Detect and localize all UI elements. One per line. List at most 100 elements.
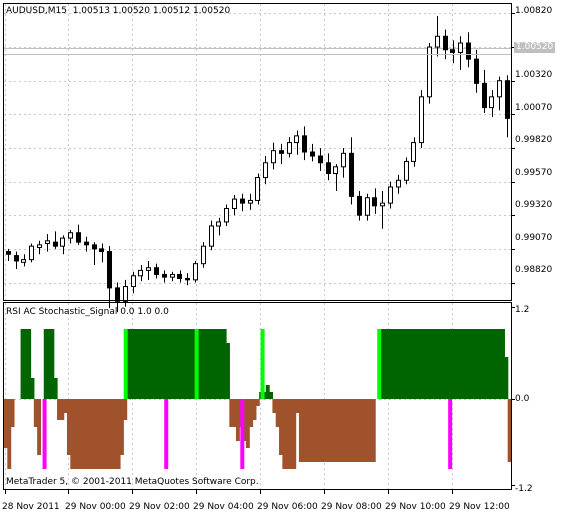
bull-candle [170, 273, 175, 278]
time-label-1: 28 Nov 2011 [2, 502, 60, 512]
indicator-bar-negative [76, 399, 81, 469]
indicator-bar-positive [143, 329, 148, 399]
indicator-bar-negative [116, 399, 121, 469]
indicator-bar-positive [491, 329, 496, 399]
indicator-bar-negative [37, 399, 42, 455]
symbol-name: AUDUSD,M15 [6, 6, 67, 16]
price-label-7: 0.99320 [515, 200, 553, 210]
indicator-bar-negative [318, 399, 323, 462]
bull-candle [131, 275, 136, 288]
bear-candle [466, 42, 471, 60]
indicator-bar-positive [444, 329, 449, 399]
indicator-bar-positive [202, 329, 207, 399]
indicator-bar-negative [322, 399, 327, 462]
indicator-bar-positive [133, 329, 138, 399]
indicator-bar-positive [448, 329, 452, 399]
indicator-bar-negative [288, 399, 293, 469]
indicator-bar-positive [398, 329, 403, 399]
indicator-bar-positive [434, 329, 439, 399]
bear-candle [84, 241, 89, 246]
indicator-bar-negative [113, 399, 118, 469]
indicator-bar-negative [335, 399, 340, 462]
indicator-histogram [4, 329, 512, 469]
indicator-bar-positive [454, 329, 459, 399]
indicator-bar-negative [305, 399, 310, 462]
indicator-bar-positive [27, 329, 32, 399]
indicator-bar-negative [106, 399, 111, 469]
bull-candle [201, 245, 206, 265]
bull-candle [411, 142, 416, 162]
price-label-4: 1.00070 [515, 103, 553, 113]
indicator-bar-negative [345, 399, 350, 462]
bull-candle [29, 245, 34, 261]
indicator-bar-negative [351, 399, 356, 462]
indicator-bar-negative [33, 399, 38, 427]
indicator-bar-negative [328, 399, 333, 462]
indicator-bar-positive [146, 329, 151, 399]
indicator-bar-negative [245, 399, 250, 448]
indicator-bar-negative [255, 399, 260, 406]
indicator-header: RSI AC Stochastic_Signal 0.0 1.0 0.0 [6, 307, 169, 317]
indicator-bar-negative [315, 399, 320, 462]
bull-candle [60, 237, 65, 247]
indicator-bar-negative [232, 399, 237, 427]
indicator-bar-positive [441, 329, 446, 399]
indicator-bar-negative [285, 399, 290, 469]
indicator-bar-positive [424, 329, 429, 399]
indicator-bar-negative [123, 399, 128, 420]
main-price-grid [4, 4, 511, 300]
indicator-bar-negative [279, 399, 283, 455]
indicator-bar-positive [156, 329, 161, 399]
bull-candle [123, 286, 128, 302]
bull-candle [248, 199, 253, 204]
price-label-1: 1.00820 [515, 6, 553, 16]
bull-candle [497, 80, 502, 98]
indicator-bar-negative [90, 399, 95, 469]
bull-candle [193, 263, 198, 281]
indicator-bar-positive [385, 329, 389, 399]
indicator-bar-negative [325, 399, 330, 462]
bull-candle [427, 46, 432, 98]
indicator-bar-positive [23, 329, 28, 399]
bear-candle [505, 80, 510, 119]
indicator-bar-negative [66, 399, 71, 455]
indicator-bar-positive [176, 329, 181, 399]
indicator-bar-positive [401, 329, 406, 399]
bear-candle [318, 155, 323, 164]
indicator-bar-positive [269, 392, 274, 399]
indicator-bar-negative [4, 399, 8, 448]
buy-signal-line [260, 329, 265, 399]
time-axis-ticks [5, 489, 453, 494]
bear-candle [107, 251, 112, 289]
price-label-8: 0.99070 [515, 233, 553, 243]
indicator-bar-negative [63, 399, 68, 413]
bear-candle [53, 241, 58, 247]
bull-candle [287, 142, 292, 154]
time-label-2: 29 Nov 00:00 [65, 502, 126, 512]
indicator-bar-negative [361, 399, 366, 462]
indicator-bar-positive [139, 329, 144, 399]
indicator-bar-positive [209, 329, 214, 399]
indicator-bar-positive [206, 329, 211, 399]
bear-candle [185, 277, 190, 281]
indicator-bar-negative [235, 399, 240, 441]
indicator-bar-positive [173, 329, 177, 399]
indicator-bar-positive [212, 329, 217, 399]
indicator-bar-positive [418, 329, 423, 399]
indicator-bar-negative [119, 399, 124, 455]
indicator-bar-positive [471, 329, 476, 399]
indicator-bar-negative [338, 399, 343, 462]
indicator-bar-negative [507, 399, 512, 462]
bull-candle [21, 259, 26, 263]
indicator-bar-negative [73, 399, 78, 469]
indicator-bar-negative [60, 399, 65, 420]
indicator-bar-positive [484, 329, 489, 399]
bear-candle [76, 232, 81, 243]
buy-signal-line [377, 329, 382, 399]
indicator-bar-positive [216, 329, 220, 399]
price-label-5: 0.99820 [515, 135, 553, 145]
indicator-bar-positive [43, 329, 48, 399]
indicator-axis-top: 1.2 [515, 305, 530, 315]
bull-candle [458, 42, 463, 53]
